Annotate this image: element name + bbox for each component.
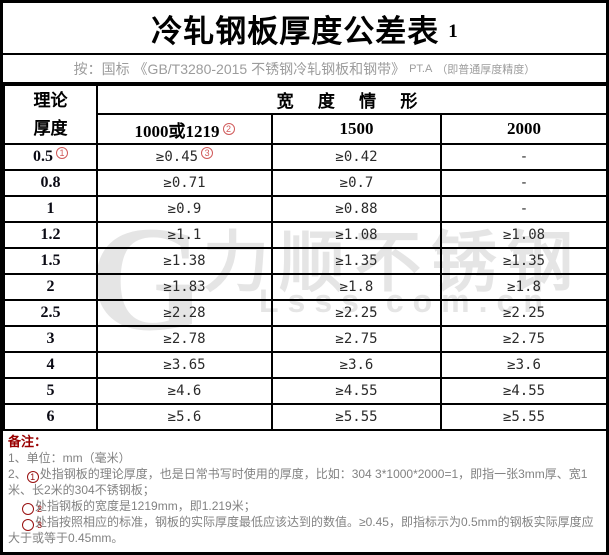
table-row: 1 ≥0.9 ≥0.88 -: [3, 195, 606, 223]
cell-min-2000: ≥1.35: [439, 247, 606, 275]
cell-min-1500: ≥0.42: [271, 143, 442, 171]
page-title-number: 1: [448, 21, 458, 42]
marker-3-icon: 3: [201, 147, 214, 159]
precision-grade: PT.A: [409, 62, 433, 75]
table-row: 2 ≥1.83 ≥1.8 ≥1.8: [3, 273, 606, 301]
standard-subtitle: 按：国标 《GB/T3280-2015 不锈钢冷轧钢板和钢带》 PT.A （即普…: [3, 55, 606, 84]
cell-min-1500: ≥4.55: [271, 377, 442, 405]
cell-thickness: 2.5: [3, 299, 98, 327]
cell-min-1500: ≥2.25: [271, 299, 442, 327]
cell-thickness: 0.5 1: [3, 143, 98, 171]
table-row: 5 ≥4.6 ≥4.55 ≥4.55: [3, 377, 606, 405]
cell-thickness: 4: [3, 351, 98, 379]
table-row: 6 ≥5.6 ≥5.55 ≥5.55: [3, 403, 606, 431]
cell-min-2000: ≥2.25: [439, 299, 606, 327]
note-width: 2处指钢板的宽度是1219mm，即1.219米；: [8, 498, 601, 515]
cell-min-1000: ≥3.65: [96, 351, 273, 379]
header-width-1000-1219: 1000或1219 2: [96, 113, 273, 145]
cell-thickness: 1.5: [3, 247, 98, 275]
cell-min-1000: ≥1.83: [96, 273, 273, 301]
cell-min-1000: ≥1.38: [96, 247, 273, 275]
cell-min-1000: ≥2.78: [96, 325, 273, 353]
tolerance-table: 理论 厚度 宽 度 情 形 1000或1219 2 1500 2000 0.5 1 …: [3, 84, 606, 431]
table-row: 1.5 ≥1.38 ≥1.35 ≥1.35: [3, 247, 606, 275]
cell-min-1500: ≥2.75: [271, 325, 442, 353]
cell-min-1500: ≥1.8: [271, 273, 442, 301]
page-title: 冷轧钢板厚度公差表: [151, 13, 440, 49]
marker-1-icon: 1: [26, 471, 39, 483]
cell-min-2000: ≥1.08: [439, 221, 606, 249]
cell-thickness: 1.2: [3, 221, 98, 249]
cell-min-1500: ≥1.08: [271, 221, 442, 249]
cell-thickness: 5: [3, 377, 98, 405]
notes-section: 备注： 1、单位：mm（毫米） 2、 1 处指钢板的理论厚度，也是日常书写时使用的厚…: [3, 431, 606, 546]
table-row: 1.2 ≥1.1 ≥1.08 ≥1.08: [3, 221, 606, 249]
table-row: 0.5 1 ≥0.45 3 ≥0.42 -: [3, 143, 606, 171]
cell-min-1000: ≥5.6: [96, 403, 273, 431]
cell-thickness: 0.8: [3, 169, 98, 197]
cell-min-2000: ≥1.8: [439, 273, 606, 301]
cell-min-1000: ≥2.28: [96, 299, 273, 327]
cell-min-2000: ≥4.55: [439, 377, 606, 405]
cell-min-1500: ≥3.6: [271, 351, 442, 379]
header-width-2000: 2000: [439, 113, 606, 145]
header-width-cases: 宽 度 情 形: [95, 84, 606, 115]
note-theoretical-thickness: 2、 1 处指钢板的理论厚度，也是日常书写时使用的厚度，比如：304 3*1000*…: [8, 467, 588, 497]
cell-min-1000: ≥0.71: [96, 169, 273, 197]
cell-min-1500: ≥0.88: [271, 195, 442, 223]
cell-min-1500: ≥5.55: [271, 403, 442, 431]
table-row: 4 ≥3.65 ≥3.6 ≥3.6: [3, 351, 606, 379]
cell-min-2000: ≥3.6: [439, 351, 606, 379]
header-width-1500: 1500: [271, 113, 442, 145]
marker-1-icon: 1: [56, 147, 68, 159]
note-unit: 1、单位：mm（毫米）: [8, 451, 131, 465]
cell-min-1000: ≥0.45 3: [96, 143, 273, 171]
cell-thickness: 2: [3, 273, 98, 301]
cell-min-2000: ≥5.55: [439, 403, 606, 431]
cell-min-1000: ≥1.1: [96, 221, 273, 249]
cell-min-2000: -: [439, 195, 606, 223]
cell-thickness: 1: [3, 195, 98, 223]
cell-min-2000: -: [439, 169, 606, 197]
table-row: 3 ≥2.78 ≥2.75 ≥2.75: [3, 325, 606, 353]
cell-thickness: 6: [3, 403, 98, 431]
cell-min-1000: ≥4.6: [96, 377, 273, 405]
cell-min-1500: ≥0.7: [271, 169, 442, 197]
cell-min-2000: -: [439, 143, 606, 171]
marker-2-icon: 2: [222, 122, 235, 135]
cell-min-1000: ≥0.9: [96, 195, 273, 223]
table-row: 0.8 ≥0.71 ≥0.7 -: [3, 169, 606, 197]
marker-3-icon: 3: [22, 519, 42, 531]
header-theoretical-thickness: 理论 厚度: [3, 84, 98, 145]
precision-grade-note: （即普通厚度精度）: [436, 63, 536, 76]
standard-reference: 按：国标 《GB/T3280-2015 不锈钢冷轧钢板和钢带》: [73, 60, 406, 77]
cell-min-1500: ≥1.35: [271, 247, 442, 275]
cell-thickness: 3: [3, 325, 98, 353]
note-minimum-thickness: 3处指按照相应的标准，钢板的实际厚度最低应该达到的数值。≥0.45，即指标示为0…: [8, 515, 594, 545]
marker-2-icon: 2: [22, 503, 42, 515]
cell-min-2000: ≥2.75: [439, 325, 606, 353]
title-bar: 冷轧钢板厚度公差表 1: [3, 3, 606, 55]
notes-heading: 备注：: [8, 434, 48, 449]
table-row: 2.5 ≥2.28 ≥2.25 ≥2.25: [3, 299, 606, 327]
